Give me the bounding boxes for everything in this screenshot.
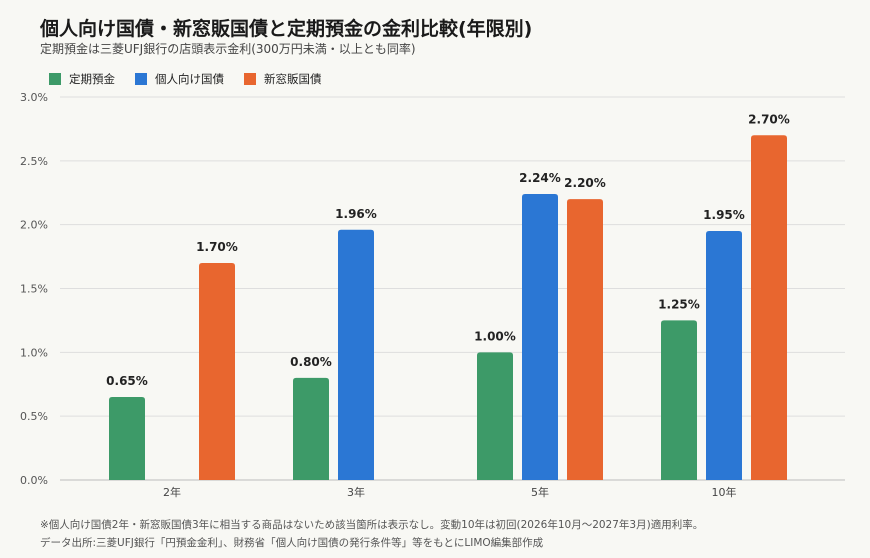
legend-item-deposit: 定期預金 [49, 71, 115, 87]
data-label: 2.24% [519, 171, 561, 185]
bar [522, 194, 558, 480]
bar [293, 377, 329, 480]
data-label: 1.95% [703, 208, 745, 222]
data-label: 1.00% [474, 329, 516, 343]
bar [706, 231, 742, 480]
y-tick-label: 2.0% [20, 219, 48, 232]
footnote: ※個人向け国債2年・新窓販国債3年に相当する商品はないため該当箇所は表示なし。変… [40, 519, 704, 531]
x-axis: 2年 3年 5年 10年 [163, 485, 737, 499]
chart-subtitle: 定期預金は三菱UFJ銀行の店頭表示金利(300万円未満・以上とも同率) [40, 42, 416, 56]
y-tick-label: 1.5% [20, 283, 48, 296]
data-label: 1.70% [196, 240, 238, 254]
bar [567, 199, 603, 480]
grid: 0.0% 0.5% 1.0% 1.5% 2.0% 2.5% 3.0% [20, 91, 845, 487]
legend-swatch-individual-bond [135, 73, 147, 85]
bar [109, 397, 145, 480]
x-tick-label: 5年 [531, 485, 549, 499]
data-label: 2.20% [564, 176, 606, 190]
y-tick-label: 2.5% [20, 155, 48, 168]
data-label: 0.65% [106, 374, 148, 388]
legend-label-deposit: 定期預金 [69, 72, 115, 86]
x-tick-label: 3年 [347, 485, 365, 499]
x-tick-label: 10年 [712, 485, 737, 499]
legend-item-new-bond: 新窓販国債 [244, 71, 322, 87]
legend-swatch-new-bond [244, 73, 256, 85]
chart-title: 個人向け国債・新窓販国債と定期預金の金利比較(年限別) [40, 18, 533, 40]
data-labels: 0.65% 1.70% 0.80% 1.96% 1.00% 2.24% 2.20% 1.25%… [106, 112, 790, 388]
source-note: データ出所:三菱UFJ銀行「円預金金利」、財務省「個人向け国債の発行条件等」等を… [40, 537, 544, 549]
legend-label-individual-bond: 個人向け国債 [155, 72, 224, 86]
data-label: 0.80% [290, 355, 332, 369]
legend-item-individual-bond: 個人向け国債 [135, 71, 224, 87]
bar [661, 320, 697, 480]
bar [751, 135, 787, 481]
y-tick-label: 3.0% [20, 91, 48, 104]
bars [109, 135, 787, 481]
bar [338, 229, 374, 480]
y-tick-label: 0.5% [20, 410, 48, 423]
data-label: 1.25% [658, 297, 700, 311]
bar [199, 262, 235, 480]
bar [477, 352, 513, 480]
legend-swatch-deposit [49, 73, 61, 85]
y-tick-label: 1.0% [20, 346, 48, 359]
data-label: 2.70% [748, 112, 790, 126]
data-label: 1.96% [335, 207, 377, 221]
legend: 定期預金 個人向け国債 新窓販国債 [49, 71, 322, 87]
x-tick-label: 2年 [163, 485, 181, 499]
legend-label-new-bond: 新窓販国債 [264, 72, 322, 86]
y-tick-label: 0.0% [20, 474, 48, 487]
